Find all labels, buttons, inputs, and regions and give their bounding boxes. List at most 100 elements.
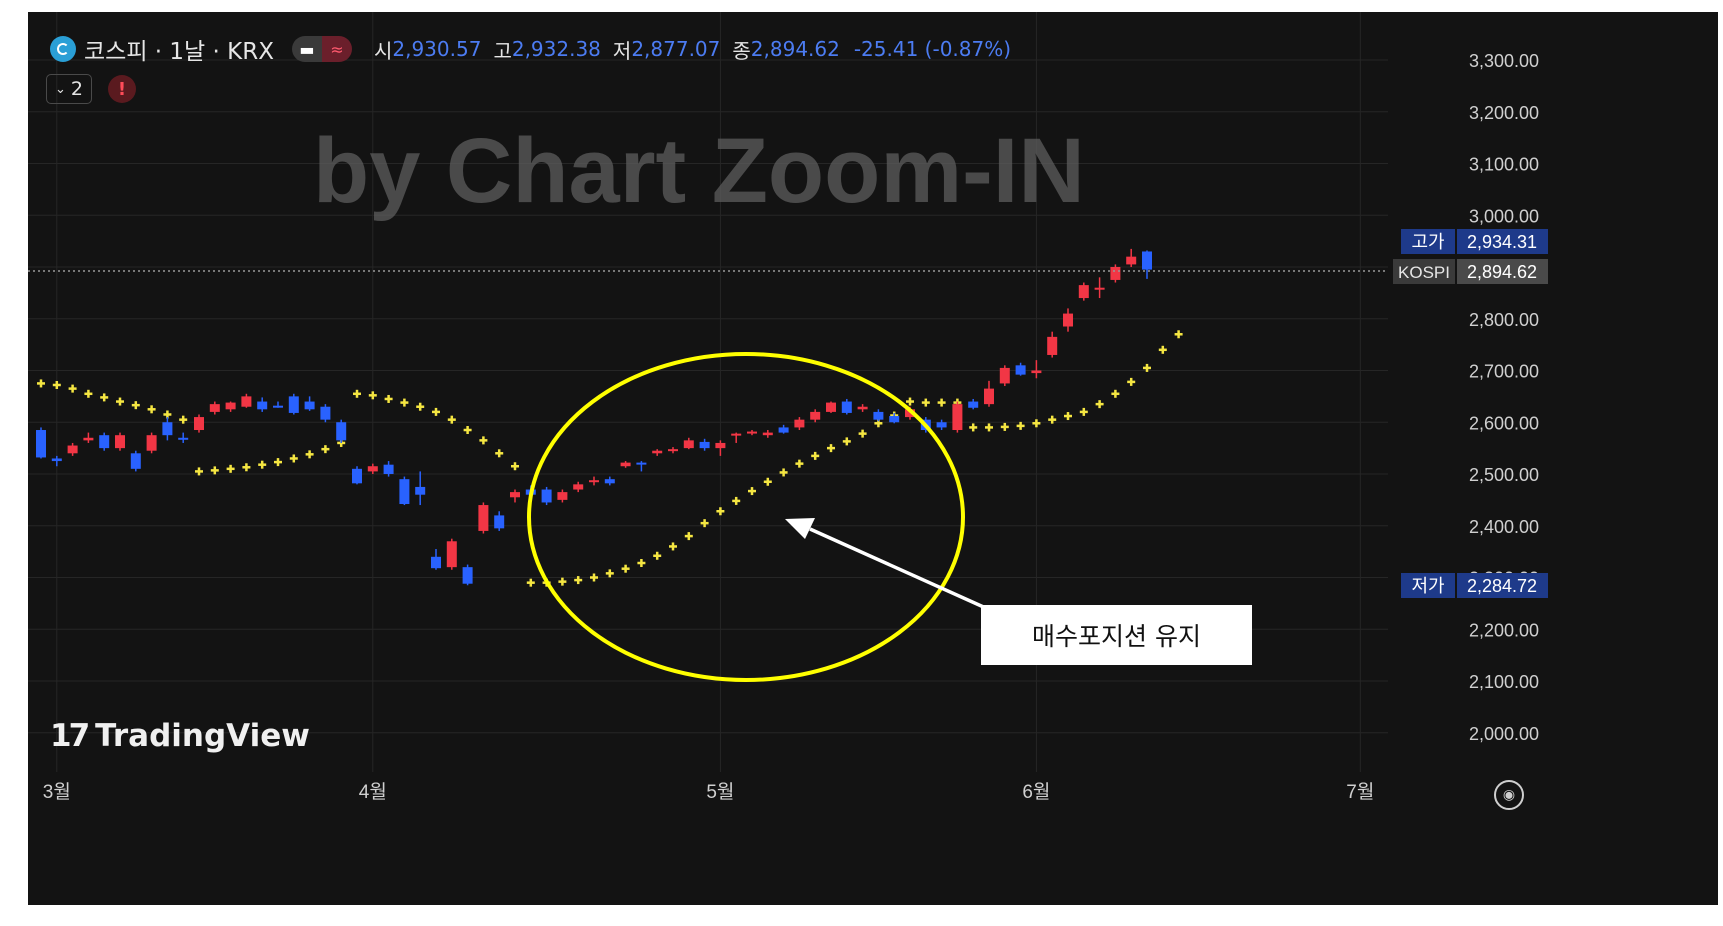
x-tick-label: 3월 bbox=[43, 781, 71, 803]
highlight-ellipse bbox=[527, 352, 965, 682]
tradingview-logo[interactable]: 17 TradingView bbox=[50, 718, 310, 754]
x-tick-label: 7월 bbox=[1346, 781, 1374, 803]
wave-icon[interactable]: ≈ bbox=[321, 36, 352, 62]
current-tag-value-bg bbox=[1457, 259, 1548, 284]
sar-dot bbox=[858, 429, 867, 438]
symbol-title[interactable]: 코스피 · 1날 · KRX bbox=[84, 39, 274, 65]
low-tag-value: 2,284.72 bbox=[1467, 576, 1537, 596]
indicator-toggle[interactable]: ▬ ≈ bbox=[291, 36, 352, 62]
candle bbox=[446, 538, 457, 570]
candle bbox=[83, 432, 94, 443]
candle bbox=[273, 401, 283, 408]
sar-dot bbox=[716, 507, 725, 516]
sar-dot bbox=[763, 477, 772, 486]
sar-dot bbox=[37, 379, 45, 388]
sar-dot bbox=[147, 405, 156, 414]
low-value: 2,877.07 bbox=[631, 37, 721, 61]
sar-dot bbox=[748, 487, 756, 496]
candle bbox=[1031, 360, 1042, 379]
y-tick-label: 2,200.00 bbox=[1469, 620, 1539, 640]
sar-dot bbox=[289, 454, 298, 463]
candle bbox=[115, 432, 125, 451]
sar-dot bbox=[479, 436, 488, 445]
high-value: 2,932.38 bbox=[511, 37, 601, 61]
y-tick-label: 2,700.00 bbox=[1469, 362, 1539, 382]
sar-dot bbox=[511, 462, 519, 471]
annotation-callout: 매수포지션 유지 bbox=[981, 605, 1252, 665]
candle bbox=[1063, 308, 1073, 332]
candle bbox=[1094, 277, 1105, 299]
candle bbox=[683, 437, 694, 450]
sar-dot bbox=[842, 437, 851, 446]
sar-dot bbox=[1032, 419, 1041, 428]
candle bbox=[778, 424, 789, 434]
candle bbox=[288, 393, 299, 415]
sar-dot bbox=[195, 467, 203, 476]
candle bbox=[383, 461, 394, 477]
candle bbox=[1015, 362, 1026, 376]
annotation-arrow-head bbox=[785, 518, 815, 539]
candle bbox=[889, 412, 900, 424]
candle bbox=[1142, 250, 1152, 279]
brand-name: TradingView bbox=[95, 718, 310, 754]
candle bbox=[841, 398, 852, 415]
high-tag-label-bg bbox=[1401, 229, 1455, 254]
high-tag-label: 고가 bbox=[1411, 232, 1444, 252]
x-tick-label: 5월 bbox=[706, 781, 734, 803]
sar-dot bbox=[937, 398, 946, 407]
sar-dot bbox=[906, 397, 914, 406]
high-tag-value-bg bbox=[1457, 229, 1548, 254]
candle bbox=[304, 396, 315, 411]
candle bbox=[1078, 282, 1089, 301]
high-tag-value: 2,934.31 bbox=[1467, 232, 1537, 252]
chart-frame: by Chart Zoom-IN 3,300.00 3,200.00 3,100.0… bbox=[28, 12, 1718, 905]
candle bbox=[352, 466, 362, 485]
candle bbox=[1047, 331, 1058, 358]
current-tag-label-bg bbox=[1393, 259, 1455, 284]
candle bbox=[494, 511, 505, 531]
minus-icon[interactable]: ▬ bbox=[291, 36, 322, 62]
candle bbox=[557, 489, 568, 503]
sar-dot bbox=[684, 532, 693, 541]
sar-dot bbox=[242, 463, 251, 472]
sar-dot bbox=[131, 401, 140, 410]
sar-dot bbox=[779, 468, 788, 477]
candle bbox=[462, 564, 473, 586]
chevron-down-icon: ⌄ bbox=[55, 81, 66, 97]
open-value: 2,930.57 bbox=[392, 37, 482, 61]
sar-dot bbox=[653, 551, 662, 560]
candle bbox=[573, 481, 584, 493]
candle bbox=[320, 404, 331, 423]
candle bbox=[936, 419, 947, 431]
sar-dot bbox=[463, 426, 472, 435]
candle bbox=[652, 449, 663, 456]
y-tick-label: 2,800.00 bbox=[1469, 310, 1539, 330]
sar-dot bbox=[495, 449, 504, 458]
candle bbox=[984, 380, 994, 407]
indicator-collapse-button[interactable]: ⌄ 2 bbox=[46, 74, 92, 104]
sar-dot bbox=[84, 389, 93, 398]
sar-dot bbox=[558, 577, 567, 586]
x-tick-label: 6월 bbox=[1022, 781, 1050, 803]
warning-icon[interactable]: ! bbox=[108, 75, 136, 103]
candle bbox=[194, 414, 204, 433]
candle bbox=[36, 427, 46, 459]
candle bbox=[225, 401, 236, 412]
sar-dot bbox=[811, 451, 820, 460]
candle bbox=[336, 419, 347, 443]
y-tick-label: 2,400.00 bbox=[1469, 517, 1539, 537]
candle bbox=[51, 455, 62, 467]
y-tick-label: 3,100.00 bbox=[1469, 155, 1539, 175]
sar-dot bbox=[605, 569, 614, 578]
settings-gear-icon[interactable]: ◉ bbox=[1494, 780, 1524, 810]
sar-dot bbox=[210, 466, 219, 475]
candle bbox=[699, 438, 710, 451]
candle bbox=[620, 461, 631, 468]
y-tick-label: 2,600.00 bbox=[1469, 413, 1539, 433]
sar-dot bbox=[732, 496, 741, 505]
sar-dot bbox=[1095, 400, 1104, 409]
sar-dot bbox=[1064, 412, 1072, 421]
price-chart[interactable]: by Chart Zoom-IN 3,300.00 3,200.00 3,100.0… bbox=[28, 12, 1718, 905]
sar-dot bbox=[258, 460, 267, 469]
candle bbox=[67, 442, 78, 456]
